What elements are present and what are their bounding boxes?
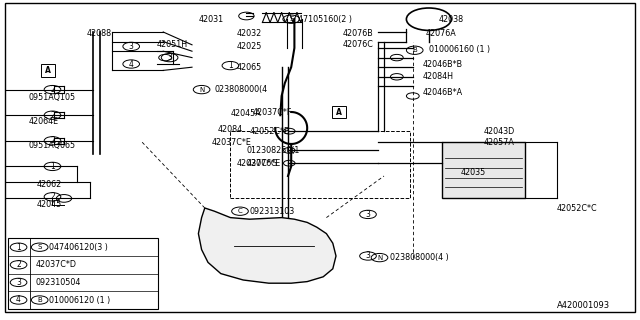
Text: 0951AQ105: 0951AQ105 — [29, 93, 76, 102]
Text: 1: 1 — [50, 162, 55, 171]
Text: 42088: 42088 — [86, 29, 111, 38]
Bar — [332, 106, 346, 118]
Text: 47105160(2 ): 47105160(2 ) — [298, 15, 351, 24]
Text: N: N — [377, 255, 382, 260]
Bar — [41, 64, 55, 77]
Text: 1: 1 — [16, 243, 21, 252]
Text: 42025: 42025 — [237, 42, 262, 51]
Text: 42052C*C: 42052C*C — [557, 204, 597, 212]
Text: 3: 3 — [167, 53, 172, 62]
Text: 023808000(4: 023808000(4 — [214, 85, 268, 94]
Text: 092313103: 092313103 — [250, 207, 295, 216]
Text: 42084: 42084 — [218, 125, 243, 134]
Text: 010006160 (1 ): 010006160 (1 ) — [429, 45, 490, 54]
Text: 42076*E: 42076*E — [246, 159, 281, 168]
Text: 4: 4 — [129, 60, 134, 68]
Text: A: A — [45, 66, 51, 75]
Bar — [8, 238, 158, 309]
Text: N: N — [199, 87, 204, 92]
Bar — [230, 131, 410, 198]
Text: B: B — [37, 297, 42, 303]
Text: 047406120(3 ): 047406120(3 ) — [49, 243, 108, 252]
Text: 42076A: 42076A — [426, 29, 456, 38]
Text: 2: 2 — [50, 85, 55, 94]
Text: 2: 2 — [50, 136, 55, 145]
Text: 42045A: 42045A — [230, 109, 261, 118]
Text: 42046B*B: 42046B*B — [422, 60, 463, 68]
Text: 42065: 42065 — [237, 63, 262, 72]
Text: 42043D: 42043D — [483, 127, 515, 136]
Text: 3: 3 — [365, 210, 371, 219]
Text: 42037C*D: 42037C*D — [35, 260, 76, 269]
Text: 012308250(1: 012308250(1 — [246, 146, 300, 155]
Text: 42062: 42062 — [37, 180, 62, 188]
Text: A: A — [336, 108, 342, 116]
Text: 42045: 42045 — [37, 200, 62, 209]
Text: 42076C: 42076C — [342, 40, 373, 49]
Text: 1: 1 — [228, 61, 233, 70]
Text: 42038: 42038 — [438, 15, 463, 24]
Text: 2: 2 — [16, 260, 21, 269]
Text: 092310504: 092310504 — [35, 278, 81, 287]
Text: B: B — [412, 47, 417, 53]
Text: 42037C*G: 42037C*G — [237, 159, 278, 168]
Text: 42057A: 42057A — [483, 138, 514, 147]
Text: 3: 3 — [129, 42, 134, 51]
Text: C: C — [237, 208, 243, 214]
Text: 0951AQ065: 0951AQ065 — [29, 141, 76, 150]
Text: 42084H: 42084H — [422, 72, 453, 81]
Text: 42076B: 42076B — [342, 29, 373, 38]
Text: 42052C*B: 42052C*B — [250, 127, 290, 136]
Text: 2: 2 — [50, 192, 55, 201]
Text: 42035: 42035 — [461, 168, 486, 177]
Text: 3: 3 — [365, 252, 371, 260]
Text: 4: 4 — [16, 295, 21, 305]
Text: S: S — [38, 244, 42, 250]
Text: 3: 3 — [16, 278, 21, 287]
Text: S: S — [289, 16, 293, 22]
Text: 42037C*E: 42037C*E — [211, 138, 251, 147]
Text: 42064E: 42064E — [29, 117, 59, 126]
Text: A420001093: A420001093 — [557, 301, 610, 310]
Text: 023808000(4 ): 023808000(4 ) — [390, 253, 449, 262]
Text: 42032: 42032 — [237, 29, 262, 38]
Text: 42051H: 42051H — [157, 40, 188, 49]
Text: 010006120 (1 ): 010006120 (1 ) — [49, 295, 111, 305]
Polygon shape — [198, 208, 336, 283]
Bar — [442, 142, 525, 198]
Text: 42046B*A: 42046B*A — [422, 88, 463, 97]
Text: 42037C*F: 42037C*F — [253, 108, 292, 116]
Text: 2: 2 — [50, 111, 55, 120]
Text: 42031: 42031 — [198, 15, 223, 24]
